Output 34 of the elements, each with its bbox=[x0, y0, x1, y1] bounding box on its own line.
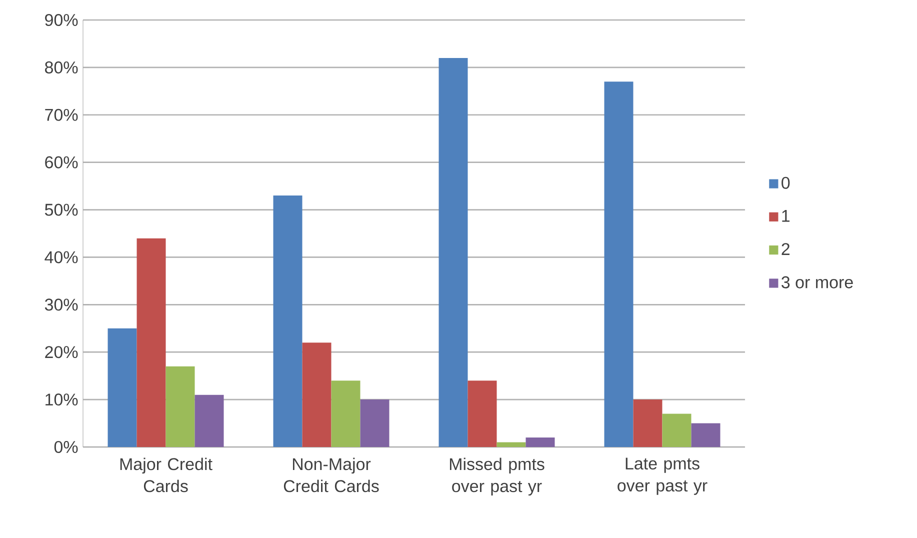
y-tick-label: 0% bbox=[54, 440, 78, 454]
y-tick-label: 90% bbox=[45, 14, 78, 26]
y-tick-label: 70% bbox=[45, 108, 78, 121]
y-tick-label: 40% bbox=[44, 251, 78, 264]
y-tick-label: 60% bbox=[45, 156, 78, 168]
x-tick-label: Major Credit Cards bbox=[120, 458, 212, 492]
bar bbox=[662, 414, 692, 447]
legend-label: 3 or more bbox=[782, 276, 853, 288]
x-tick-label: Late pmts over past yr bbox=[618, 458, 708, 495]
bar bbox=[302, 342, 332, 447]
y-tick-label: 20% bbox=[45, 346, 78, 358]
x-tick-label: Non-Major Credit Cards bbox=[284, 458, 379, 492]
bar bbox=[360, 400, 390, 447]
bar bbox=[108, 328, 137, 447]
legend-label: 0 bbox=[782, 176, 790, 189]
x-tick-label: Missed pmts over past yr bbox=[450, 458, 544, 496]
bar bbox=[438, 58, 468, 447]
bar bbox=[604, 82, 634, 447]
y-tick-label: 30% bbox=[44, 298, 78, 311]
bar bbox=[194, 394, 224, 447]
y-tick-label: 80% bbox=[45, 61, 78, 74]
bar bbox=[331, 380, 360, 447]
legend-label: 2 bbox=[782, 243, 790, 255]
bar bbox=[526, 437, 555, 447]
bar bbox=[496, 442, 526, 447]
bar bbox=[691, 423, 720, 447]
bar bbox=[166, 366, 195, 447]
y-tick-label: 50% bbox=[44, 204, 78, 216]
y-tick-label: 10% bbox=[46, 394, 78, 406]
legend-label: 1 bbox=[782, 210, 790, 222]
bar bbox=[136, 238, 166, 447]
bar bbox=[468, 380, 497, 447]
bar bbox=[633, 400, 662, 447]
bar bbox=[273, 196, 302, 447]
